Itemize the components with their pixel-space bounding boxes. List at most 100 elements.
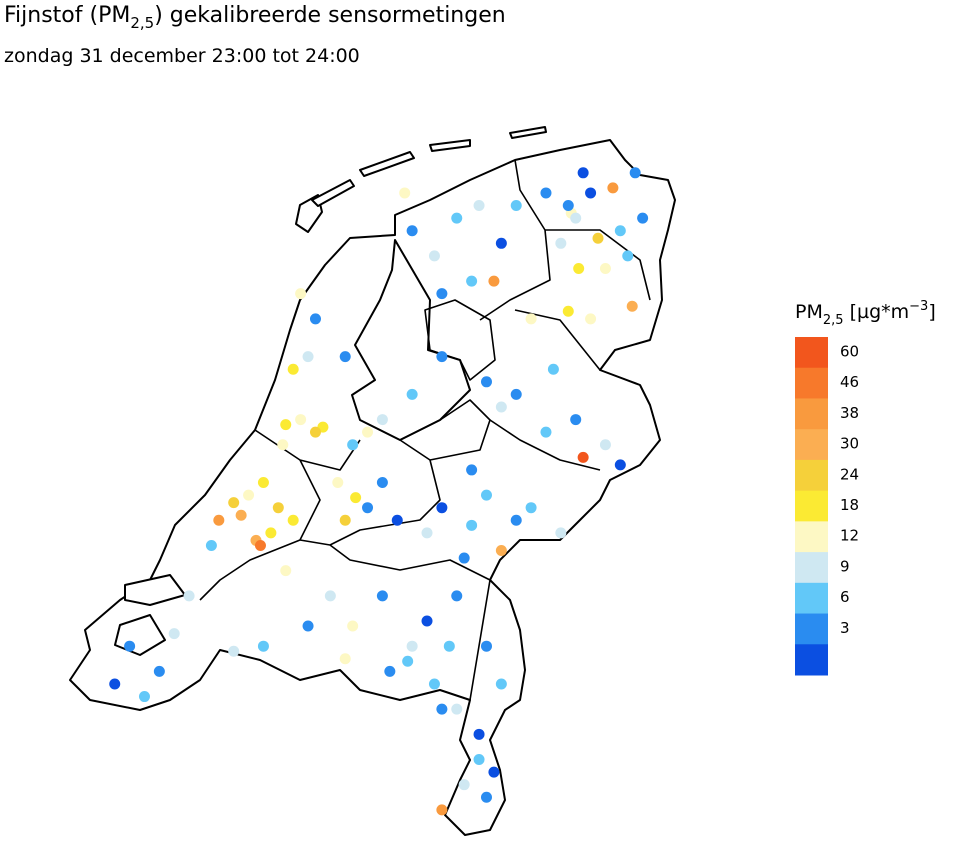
sensor-point	[607, 182, 619, 194]
legend-tick-label: 60	[840, 342, 859, 360]
sensor-point	[451, 703, 463, 715]
terschelling	[359, 151, 415, 177]
sensor-point	[510, 388, 522, 400]
legend-color-box	[795, 398, 828, 430]
sensor-point	[570, 414, 582, 426]
sensor-point	[347, 620, 359, 632]
chart-subtitle: zondag 31 december 23:00 tot 24:00	[4, 45, 360, 67]
sensor-point	[480, 376, 492, 388]
sensor-point	[599, 439, 611, 451]
sensor-point	[376, 414, 388, 426]
sensor-point	[525, 502, 537, 514]
sensor-point	[309, 426, 321, 438]
sensor-point	[384, 665, 396, 677]
sensor-point	[347, 439, 359, 451]
sensor-point	[428, 678, 440, 690]
legend-title-text: PM	[795, 301, 823, 323]
sensor-point	[235, 509, 247, 521]
legend-color-box	[795, 459, 828, 492]
sensor-point	[495, 401, 507, 413]
sensor-point	[495, 545, 507, 557]
sensor-point	[228, 497, 240, 509]
sensor-point	[153, 665, 165, 677]
sensor-point	[339, 653, 351, 665]
legend-tick-label: 18	[840, 496, 859, 514]
sensor-point	[436, 804, 448, 816]
sensor-point	[243, 489, 255, 501]
sensor-point	[540, 187, 552, 199]
title-text: ) gekalibreerde sensormetingen	[154, 3, 506, 28]
sensor-point	[406, 640, 418, 652]
sensor-point	[495, 678, 507, 690]
legend-color-box	[795, 582, 828, 615]
sensor-point	[573, 262, 585, 274]
legend-title-subscript: 2,5	[823, 313, 844, 328]
sensor-point	[436, 703, 448, 715]
legend-color-box	[795, 367, 828, 399]
province-borders	[199, 159, 651, 701]
sensor-point	[443, 640, 455, 652]
sensor-point	[350, 492, 362, 504]
sensor-point	[488, 766, 500, 778]
sensor-point	[362, 426, 374, 438]
title-subscript: 2,5	[130, 14, 154, 32]
sensor-point	[466, 519, 478, 531]
sensor-point	[480, 489, 492, 501]
sensor-point	[339, 514, 351, 526]
sensor-point	[257, 477, 269, 489]
legend-color-box	[795, 644, 828, 676]
sensor-point	[302, 351, 314, 363]
sensor-point	[599, 262, 611, 274]
sensor-point	[555, 237, 567, 249]
sensor-point	[585, 313, 597, 325]
sensor-point	[562, 305, 574, 317]
sensor-point	[436, 502, 448, 514]
sensor-point	[287, 514, 299, 526]
sensor-point	[614, 459, 626, 471]
legend: 60 46 38 30 24 18 12 9 6 3	[795, 337, 859, 676]
legend-tick-label: 9	[840, 557, 850, 575]
sensor-point	[287, 363, 299, 375]
sensor-point	[421, 615, 433, 627]
sensor-point	[585, 187, 597, 199]
legend-tick-label: 6	[840, 588, 850, 606]
sensor-point	[362, 502, 374, 514]
legend-color-box	[795, 429, 828, 461]
ameland	[429, 139, 471, 152]
sensor-point	[295, 288, 307, 300]
sensor-point	[614, 225, 626, 237]
sensor-point	[626, 300, 638, 312]
vlieland	[311, 179, 355, 207]
sensor-point	[637, 212, 649, 224]
legend-title: PM2,5 [µg*m−3]	[795, 299, 936, 328]
sensor-point	[265, 527, 277, 539]
sensor-point	[466, 275, 478, 287]
legend-color-box	[795, 490, 828, 522]
sensor-point	[458, 552, 470, 564]
legend-title-superscript: −3	[909, 299, 928, 314]
sensor-point	[228, 645, 240, 657]
legend-tick-label: 24	[840, 465, 859, 483]
legend-tick-label: 3	[840, 619, 850, 637]
sensor-point	[562, 200, 574, 212]
sensor-point	[525, 313, 537, 325]
sensor-point	[309, 313, 321, 325]
sensor-point	[339, 351, 351, 363]
sensor-point	[451, 212, 463, 224]
sensor-point	[495, 237, 507, 249]
sensor-point	[473, 728, 485, 740]
sensor-point	[109, 678, 121, 690]
legend-color-box	[795, 613, 828, 645]
sensor-point	[324, 590, 336, 602]
sensor-point	[458, 779, 470, 791]
sensor-point	[295, 414, 307, 426]
sensor-point	[332, 477, 344, 489]
sensor-point	[510, 514, 522, 526]
sensor-point	[428, 250, 440, 262]
sensor-point	[540, 426, 552, 438]
sensor-points	[109, 167, 649, 816]
legend-color-box	[795, 521, 828, 553]
mainland	[69, 139, 676, 836]
sensor-point	[577, 167, 589, 179]
